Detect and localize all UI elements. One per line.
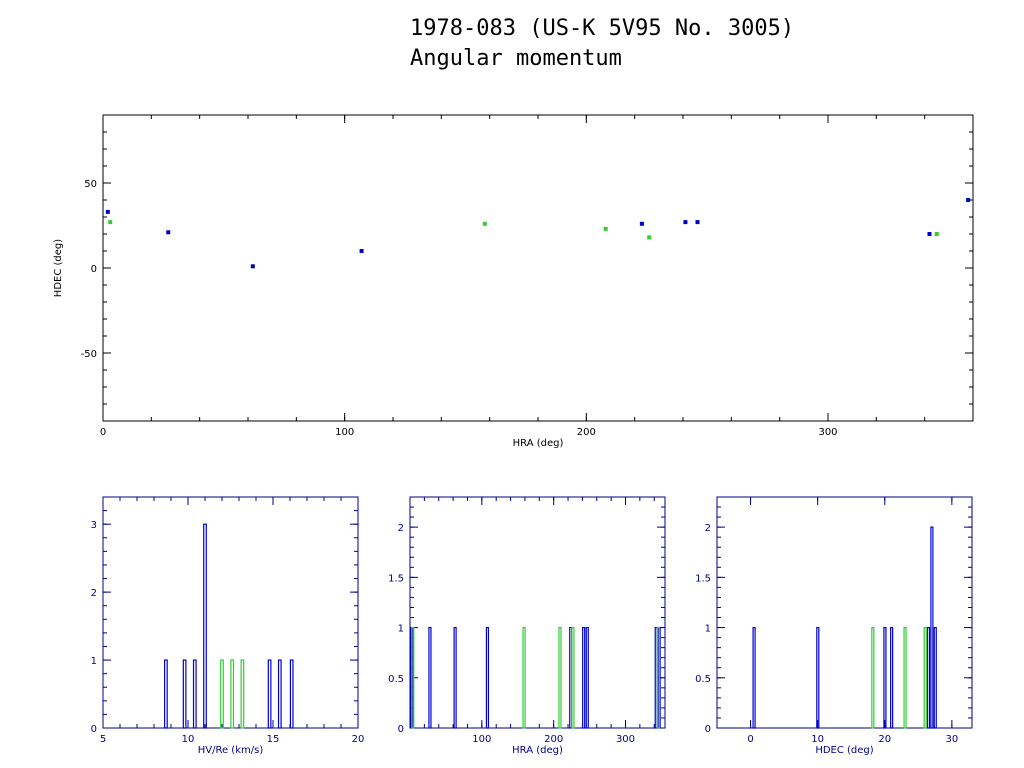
scatter-point-blue-8 (966, 198, 971, 202)
scatter-xtick-label: 200 (577, 427, 596, 438)
hist-hv-bar-blue-5 (277, 659, 282, 729)
hist-hdec-bar-green-2 (923, 626, 927, 729)
hist-hra-ytick-label: 1 (398, 624, 404, 635)
hist-hra-bar-blue-2 (453, 626, 457, 729)
hist-hdec-xtick-label: 20 (878, 734, 891, 745)
hist-hra-bar-blue-5 (582, 626, 586, 729)
hist-hv-bar-green-0 (220, 659, 224, 729)
scatter-point-blue-0 (105, 209, 110, 214)
chart-title: 1978-083 (US-K 5V95 No. 3005) (410, 16, 795, 41)
scatter-xtick-label: 0 (100, 427, 106, 438)
hist-hra-bar-green-2 (558, 626, 562, 729)
scatter-point-green-3 (647, 235, 652, 240)
hist-hra-bar-blue-3 (485, 626, 490, 729)
hist-hdec-xtick-label: 10 (811, 734, 824, 745)
hist-hv-bar-blue-3 (203, 523, 207, 729)
scatter-point-blue-5 (683, 220, 688, 225)
hist-hv-xtick-label: 10 (182, 734, 195, 745)
hist-hdec-bar-blue-3 (890, 626, 894, 729)
scatter-point-green-2 (603, 226, 608, 231)
scatter-xtick-label: 100 (335, 427, 354, 438)
hist-hra-ytick-label: 0.5 (388, 674, 404, 685)
hist-hdec-plot: 0 10 20 30 0 0.5 1 1.5 2 HDEC (deg) (695, 496, 973, 756)
hist-hra-bar-green-4 (656, 626, 660, 729)
scatter-point-green-0 (108, 220, 113, 225)
hist-hdec-bar-green-1 (903, 626, 907, 729)
hist-hra-bar-green-1 (522, 626, 526, 729)
hist-hv-xlabel: HV/Re (km/s) (198, 745, 264, 756)
hist-hra-xtick-label: 100 (472, 734, 491, 745)
hist-hdec-bar-blue-0 (752, 626, 756, 729)
hist-hdec-ytick-label: 0.5 (695, 674, 711, 685)
scatter-ylabel: HDEC (deg) (53, 239, 64, 297)
hist-hv-bar-blue-4 (267, 659, 272, 729)
hist-hv-ytick-label: 0 (91, 724, 97, 735)
hist-hra-plot: 100 200 300 0 0.5 1 1.5 2 HRA (deg) (388, 496, 666, 756)
scatter-point-blue-7 (927, 232, 932, 236)
hist-hra-ytick-label: 0 (398, 724, 404, 735)
hist-hra-bar-blue-1 (428, 626, 432, 729)
hist-hv-ytick-label: 3 (91, 520, 97, 531)
scatter-plot: 0 100 200 300 -50 0 50 HRA (deg) HDEC (deg) (53, 114, 974, 449)
hist-hdec-bar-blue-1 (816, 626, 820, 729)
scatter-ytick-label: -50 (81, 349, 97, 360)
scatter-point-green-1 (482, 221, 487, 226)
hist-hdec-bar-blue-2 (883, 626, 887, 729)
scatter-point-blue-6 (695, 220, 700, 225)
scatter-ytick-label: 50 (84, 179, 97, 190)
chart-subtitle: Angular momentum (410, 46, 622, 71)
hist-hra-frame (409, 496, 666, 729)
hist-hdec-bar-green-0 (871, 626, 875, 729)
scatter-point-blue-3 (359, 249, 364, 253)
hist-hra-xtick-label: 300 (616, 734, 635, 745)
hist-hv-ytick-label: 1 (91, 656, 97, 667)
scatter-point-blue-1 (166, 230, 171, 235)
scatter-ytick-label: 0 (91, 264, 97, 275)
hist-hv-bar-green-2 (240, 659, 245, 729)
hist-hra-xtick-label: 200 (544, 734, 563, 745)
hist-hdec-bar-blue-4 (926, 626, 931, 729)
hist-hdec-frame (716, 496, 973, 729)
hist-hra-bar-green-0 (411, 626, 415, 729)
scatter-point-blue-2 (250, 264, 255, 269)
hist-hdec-ytick-label: 2 (705, 523, 711, 534)
hist-hv-xtick-label: 15 (267, 734, 280, 745)
scatter-point-green-4 (934, 232, 939, 236)
hist-hdec-bar-blue-6 (933, 626, 937, 729)
hist-hdec-ytick-label: 1.5 (695, 573, 711, 584)
title-block: 1978-083 (US-K 5V95 No. 3005) Angular mo… (410, 14, 794, 74)
hist-hra-bar-green-3 (571, 626, 575, 729)
hist-hdec-xlabel: HDEC (deg) (815, 745, 873, 756)
hist-hv-bar-blue-6 (289, 659, 294, 729)
hist-hv-plot: 5 10 15 20 0 1 2 3 HV/Re (km/s) (91, 496, 365, 756)
hist-hra-ytick-label: 1.5 (388, 573, 404, 584)
hist-hv-xtick-label: 5 (100, 734, 106, 745)
hist-hra-bar-blue-6 (585, 626, 589, 729)
hist-hra-ytick-label: 2 (398, 523, 404, 534)
hist-hdec-xtick-label: 0 (747, 734, 753, 745)
hist-hdec-xtick-label: 30 (946, 734, 959, 745)
hist-hv-bar-blue-0 (164, 659, 168, 729)
hist-hv-bar-blue-1 (182, 659, 187, 729)
hist-hv-bar-green-1 (230, 659, 235, 729)
hist-hv-bar-blue-2 (192, 659, 197, 729)
hist-hra-xlabel: HRA (deg) (512, 745, 563, 756)
scatter-point-blue-4 (639, 221, 644, 226)
hist-hdec-ytick-label: 1 (705, 624, 711, 635)
hist-hv-ytick-label: 2 (91, 588, 97, 599)
scatter-frame (102, 114, 974, 422)
hist-hdec-ytick-label: 0 (705, 724, 711, 735)
hist-hv-xtick-label: 20 (352, 734, 365, 745)
hist-hdec-bar-blue-5 (930, 526, 934, 729)
scatter-xtick-label: 300 (818, 427, 837, 438)
scatter-xlabel: HRA (deg) (513, 438, 564, 449)
